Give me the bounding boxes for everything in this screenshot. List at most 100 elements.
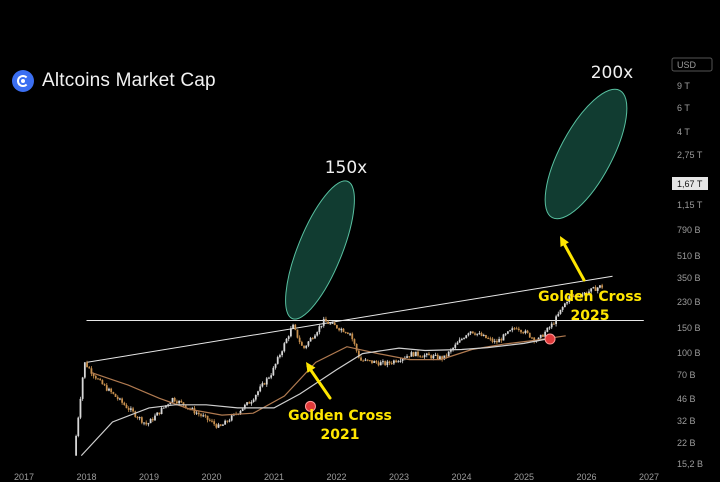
candle-body	[463, 338, 465, 340]
y-tick-label: 150 B	[677, 323, 701, 333]
candle-body	[550, 323, 553, 328]
candle-body	[371, 360, 373, 363]
candle-body	[526, 330, 529, 333]
candle-body	[206, 415, 209, 420]
candle-body	[561, 307, 564, 310]
candle-body	[425, 353, 428, 356]
multiplier-label-200x: 200x	[591, 63, 634, 83]
candle-body	[557, 313, 560, 317]
candle-body	[204, 415, 207, 417]
candle-body	[254, 394, 257, 400]
candle-body	[493, 340, 496, 342]
candle-body	[469, 331, 472, 334]
candle-body	[169, 402, 172, 405]
x-tick-label: 2020	[201, 472, 221, 482]
candle-body	[97, 378, 99, 380]
candle-body	[342, 328, 345, 333]
candle-body	[379, 362, 382, 366]
candle-body	[314, 335, 316, 339]
candle-body	[132, 408, 134, 412]
coin-logo-icon	[12, 70, 34, 92]
candle-body	[121, 398, 124, 403]
candle-body	[373, 361, 376, 363]
candle-body	[579, 296, 582, 298]
candle-body	[489, 338, 492, 340]
candle-body	[572, 295, 575, 297]
candle-body	[101, 380, 104, 385]
candle-body	[248, 402, 251, 404]
candle-body	[502, 334, 505, 341]
candle-body	[528, 332, 531, 338]
candle-body	[83, 362, 86, 378]
candle-body	[568, 296, 571, 302]
golden-cross-year: 2021	[321, 427, 360, 443]
candle-body	[384, 361, 387, 366]
trendlines	[86, 275, 644, 363]
y-tick-label: 790 B	[677, 225, 701, 235]
highlight-ellipse-2025	[544, 88, 628, 220]
candle-body	[294, 324, 297, 330]
candle-body	[487, 338, 490, 340]
candle-body	[158, 412, 161, 415]
candle-body	[395, 360, 397, 363]
candle-body	[261, 383, 264, 387]
candle-body	[511, 328, 514, 331]
candle-body	[386, 361, 389, 366]
candle-body	[77, 417, 80, 437]
candle-body	[351, 333, 354, 340]
candle-body	[436, 354, 439, 360]
candle-body	[432, 355, 435, 359]
candle-body	[279, 355, 281, 358]
moving-average-slow-line	[80, 337, 551, 457]
candle-body	[393, 360, 395, 364]
y-tick-label: 70 B	[677, 370, 696, 380]
candle-body	[522, 332, 525, 334]
candle-body	[105, 385, 108, 391]
candle-body	[555, 316, 557, 325]
x-tick-label: 2019	[139, 472, 159, 482]
candle-body	[136, 416, 139, 418]
candle-body	[349, 333, 351, 335]
candle-body	[458, 339, 461, 343]
golden-cross-marker	[304, 400, 316, 412]
candle-body	[283, 343, 286, 352]
currency-box	[671, 57, 713, 72]
candle-body	[123, 402, 126, 406]
candle-body	[524, 330, 527, 334]
y-tick-label: 100 B	[677, 348, 701, 358]
candle-body	[401, 358, 404, 361]
candle-body	[178, 400, 180, 404]
x-tick-label: 2025	[514, 472, 534, 482]
candle-body	[75, 436, 77, 456]
x-tick-label: 2024	[451, 472, 471, 482]
candle-body	[336, 325, 338, 329]
candle-body	[195, 412, 198, 414]
candle-body	[542, 334, 544, 337]
candle-body	[272, 367, 275, 376]
candle-body	[316, 332, 319, 336]
candle-body	[419, 355, 422, 357]
candle-body	[160, 408, 163, 415]
candle-body	[197, 412, 200, 415]
candle-body	[180, 400, 183, 403]
candle-body	[329, 323, 332, 325]
candles	[75, 283, 604, 456]
candle-body	[544, 331, 547, 337]
candle-body	[116, 396, 119, 400]
candle-body	[397, 361, 400, 363]
candle-body	[496, 340, 498, 343]
candle-body	[574, 295, 577, 297]
candle-body	[449, 349, 452, 352]
candle-body	[517, 328, 520, 331]
candle-body	[268, 377, 270, 379]
candle-body	[596, 287, 599, 291]
candle-body	[399, 360, 402, 362]
x-tick-label: 2026	[576, 472, 596, 482]
candle-body	[588, 291, 590, 294]
candle-body	[559, 309, 562, 314]
candle-body	[368, 360, 371, 362]
candle-body	[583, 292, 586, 295]
candle-body	[108, 388, 110, 391]
candle-body	[167, 404, 170, 406]
